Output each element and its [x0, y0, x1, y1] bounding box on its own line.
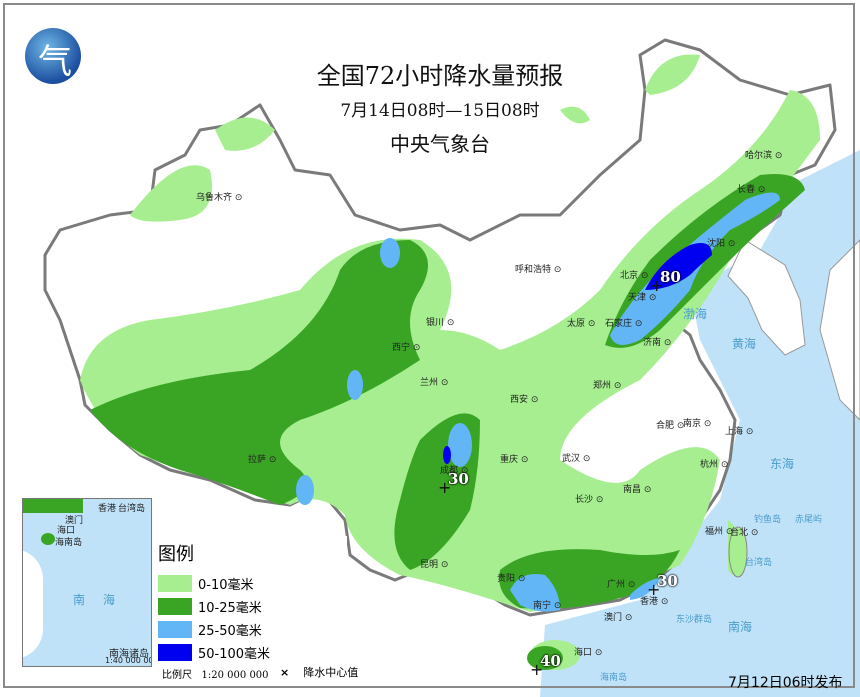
- legend-title: 图例: [158, 544, 194, 565]
- legend-item: 50-100毫米: [158, 641, 347, 664]
- rain-center-value: 40: [540, 652, 561, 670]
- city-label: 天津 ⊙: [628, 293, 657, 303]
- korea-peninsula: [727, 239, 806, 356]
- legend-swatch: [158, 575, 192, 592]
- scale-label: 比例尺: [162, 670, 192, 681]
- sea-label: 东海: [770, 457, 795, 471]
- city-label: 台北 ⊙: [730, 528, 759, 538]
- sea-label: 钓鱼岛: [754, 515, 782, 525]
- city-label: 广州 ⊙: [607, 580, 636, 590]
- city-label: 太原 ⊙: [567, 319, 596, 329]
- rain-zone-50-100: [443, 242, 712, 464]
- legend-label: 50-100毫米: [198, 647, 271, 662]
- legend-item: 25-50毫米: [158, 618, 347, 641]
- rain-center-legend: × 降水中心值: [280, 664, 358, 680]
- legend-swatch: [158, 621, 192, 638]
- sea-label: 海南岛: [600, 673, 628, 683]
- japan-land: [819, 239, 860, 421]
- sea-label: 渤海: [683, 307, 708, 321]
- legend-swatch: [158, 644, 192, 661]
- inset-label: 香港: [98, 504, 117, 514]
- rain-center-cross-icon: +: [530, 660, 544, 679]
- forecast-period: 7月14日08时—15日08时: [340, 101, 540, 121]
- legend-item: 0-10毫米: [158, 572, 347, 595]
- legend-label: 10-25毫米: [198, 601, 262, 616]
- rain-center-cross-icon: +: [647, 580, 661, 599]
- legend-item: 10-25毫米: [158, 595, 347, 618]
- rain-center-label: 降水中心值: [303, 666, 359, 679]
- rain-center-value: 30: [657, 572, 678, 590]
- scale-value: 1:20 000 000: [201, 670, 269, 681]
- city-label: 重庆 ⊙: [500, 455, 529, 465]
- sea-label: 赤尾屿: [795, 515, 823, 525]
- city-label: 武汉 ⊙: [562, 454, 591, 464]
- inset-scale: 1:40 000 000: [105, 656, 151, 665]
- inset-label: 台湾岛: [118, 504, 146, 514]
- cross-icon: ×: [280, 666, 290, 679]
- city-label: 澳门 ⊙: [604, 613, 633, 623]
- inset-label: 南: [73, 593, 86, 607]
- city-label: 合肥 ⊙: [656, 421, 685, 431]
- city-label: 香港 ⊙: [640, 597, 669, 607]
- map-frame: [3, 3, 855, 688]
- meteorological-administration-logo: 气: [25, 28, 81, 84]
- city-label: 北京 ⊙: [620, 271, 649, 281]
- legend-label: 25-50毫米: [198, 624, 262, 639]
- city-label: 西宁 ⊙: [392, 343, 421, 353]
- rain-center-cross-icon: +: [650, 276, 664, 295]
- city-label: 银川 ⊙: [426, 318, 455, 328]
- south-china-sea-inset: 香港 台湾岛 澳门 海口 海南岛 南 海 南海诸岛 1:40 000 000: [22, 498, 152, 667]
- legend: 图例 0-10毫米 10-25毫米 25-50毫米 50-100毫米: [152, 536, 347, 666]
- scale-bar: 比例尺 1:20 000 000: [162, 666, 269, 681]
- rain-center-value: 30: [448, 470, 469, 488]
- city-label: 福州 ⊙: [705, 527, 734, 537]
- legend-label: 0-10毫米: [198, 578, 254, 593]
- city-label: 拉萨 ⊙: [248, 455, 277, 465]
- sea-label: 黄海: [732, 337, 757, 351]
- inset-label: 澳门: [65, 516, 84, 526]
- city-label: 兰州 ⊙: [420, 378, 449, 388]
- city-label: 郑州 ⊙: [593, 381, 622, 391]
- city-label: 长沙 ⊙: [575, 495, 604, 505]
- city-label: 贵阳 ⊙: [497, 574, 526, 584]
- city-label: 沈阳 ⊙: [707, 239, 736, 249]
- city-label: 上海 ⊙: [725, 427, 754, 437]
- sea-label: 东沙群岛: [676, 615, 713, 625]
- inset-label: 海口: [57, 526, 76, 536]
- issue-time: 7月12日06时发布: [728, 675, 843, 691]
- city-label: 成都 ⊙: [440, 466, 469, 476]
- rain-center-value: 80: [660, 268, 681, 286]
- city-label: 济南 ⊙: [643, 338, 672, 348]
- city-label: 长春 ⊙: [737, 185, 766, 195]
- map-title: 全国72小时降水量预报: [316, 62, 564, 90]
- issuer: 中央气象台: [390, 132, 490, 156]
- city-label: 南昌 ⊙: [623, 485, 652, 495]
- city-label: 昆明 ⊙: [420, 560, 449, 570]
- inset-title: 南海诸岛: [109, 649, 149, 660]
- sea-label: 南海: [728, 620, 753, 634]
- city-label: 杭州 ⊙: [700, 460, 729, 470]
- city-label: 乌鲁木齐 ⊙: [196, 193, 243, 203]
- city-label: 南京 ⊙: [683, 419, 712, 429]
- city-label: 西安 ⊙: [510, 395, 539, 405]
- city-label: 石家庄 ⊙: [605, 319, 643, 329]
- taiwan-island: [728, 526, 748, 578]
- sea-label: 台湾岛: [745, 558, 773, 568]
- legend-swatch: [158, 598, 192, 615]
- city-label: 呼和浩特 ⊙: [515, 265, 562, 275]
- city-label: 海口 ⊙: [574, 648, 603, 658]
- rain-center-cross-icon: +: [438, 478, 452, 497]
- city-label: 哈尔滨 ⊙: [745, 151, 783, 161]
- city-label: 南宁 ⊙: [533, 601, 562, 611]
- inset-label: 海南岛: [55, 538, 83, 548]
- inset-label: 海: [103, 593, 116, 607]
